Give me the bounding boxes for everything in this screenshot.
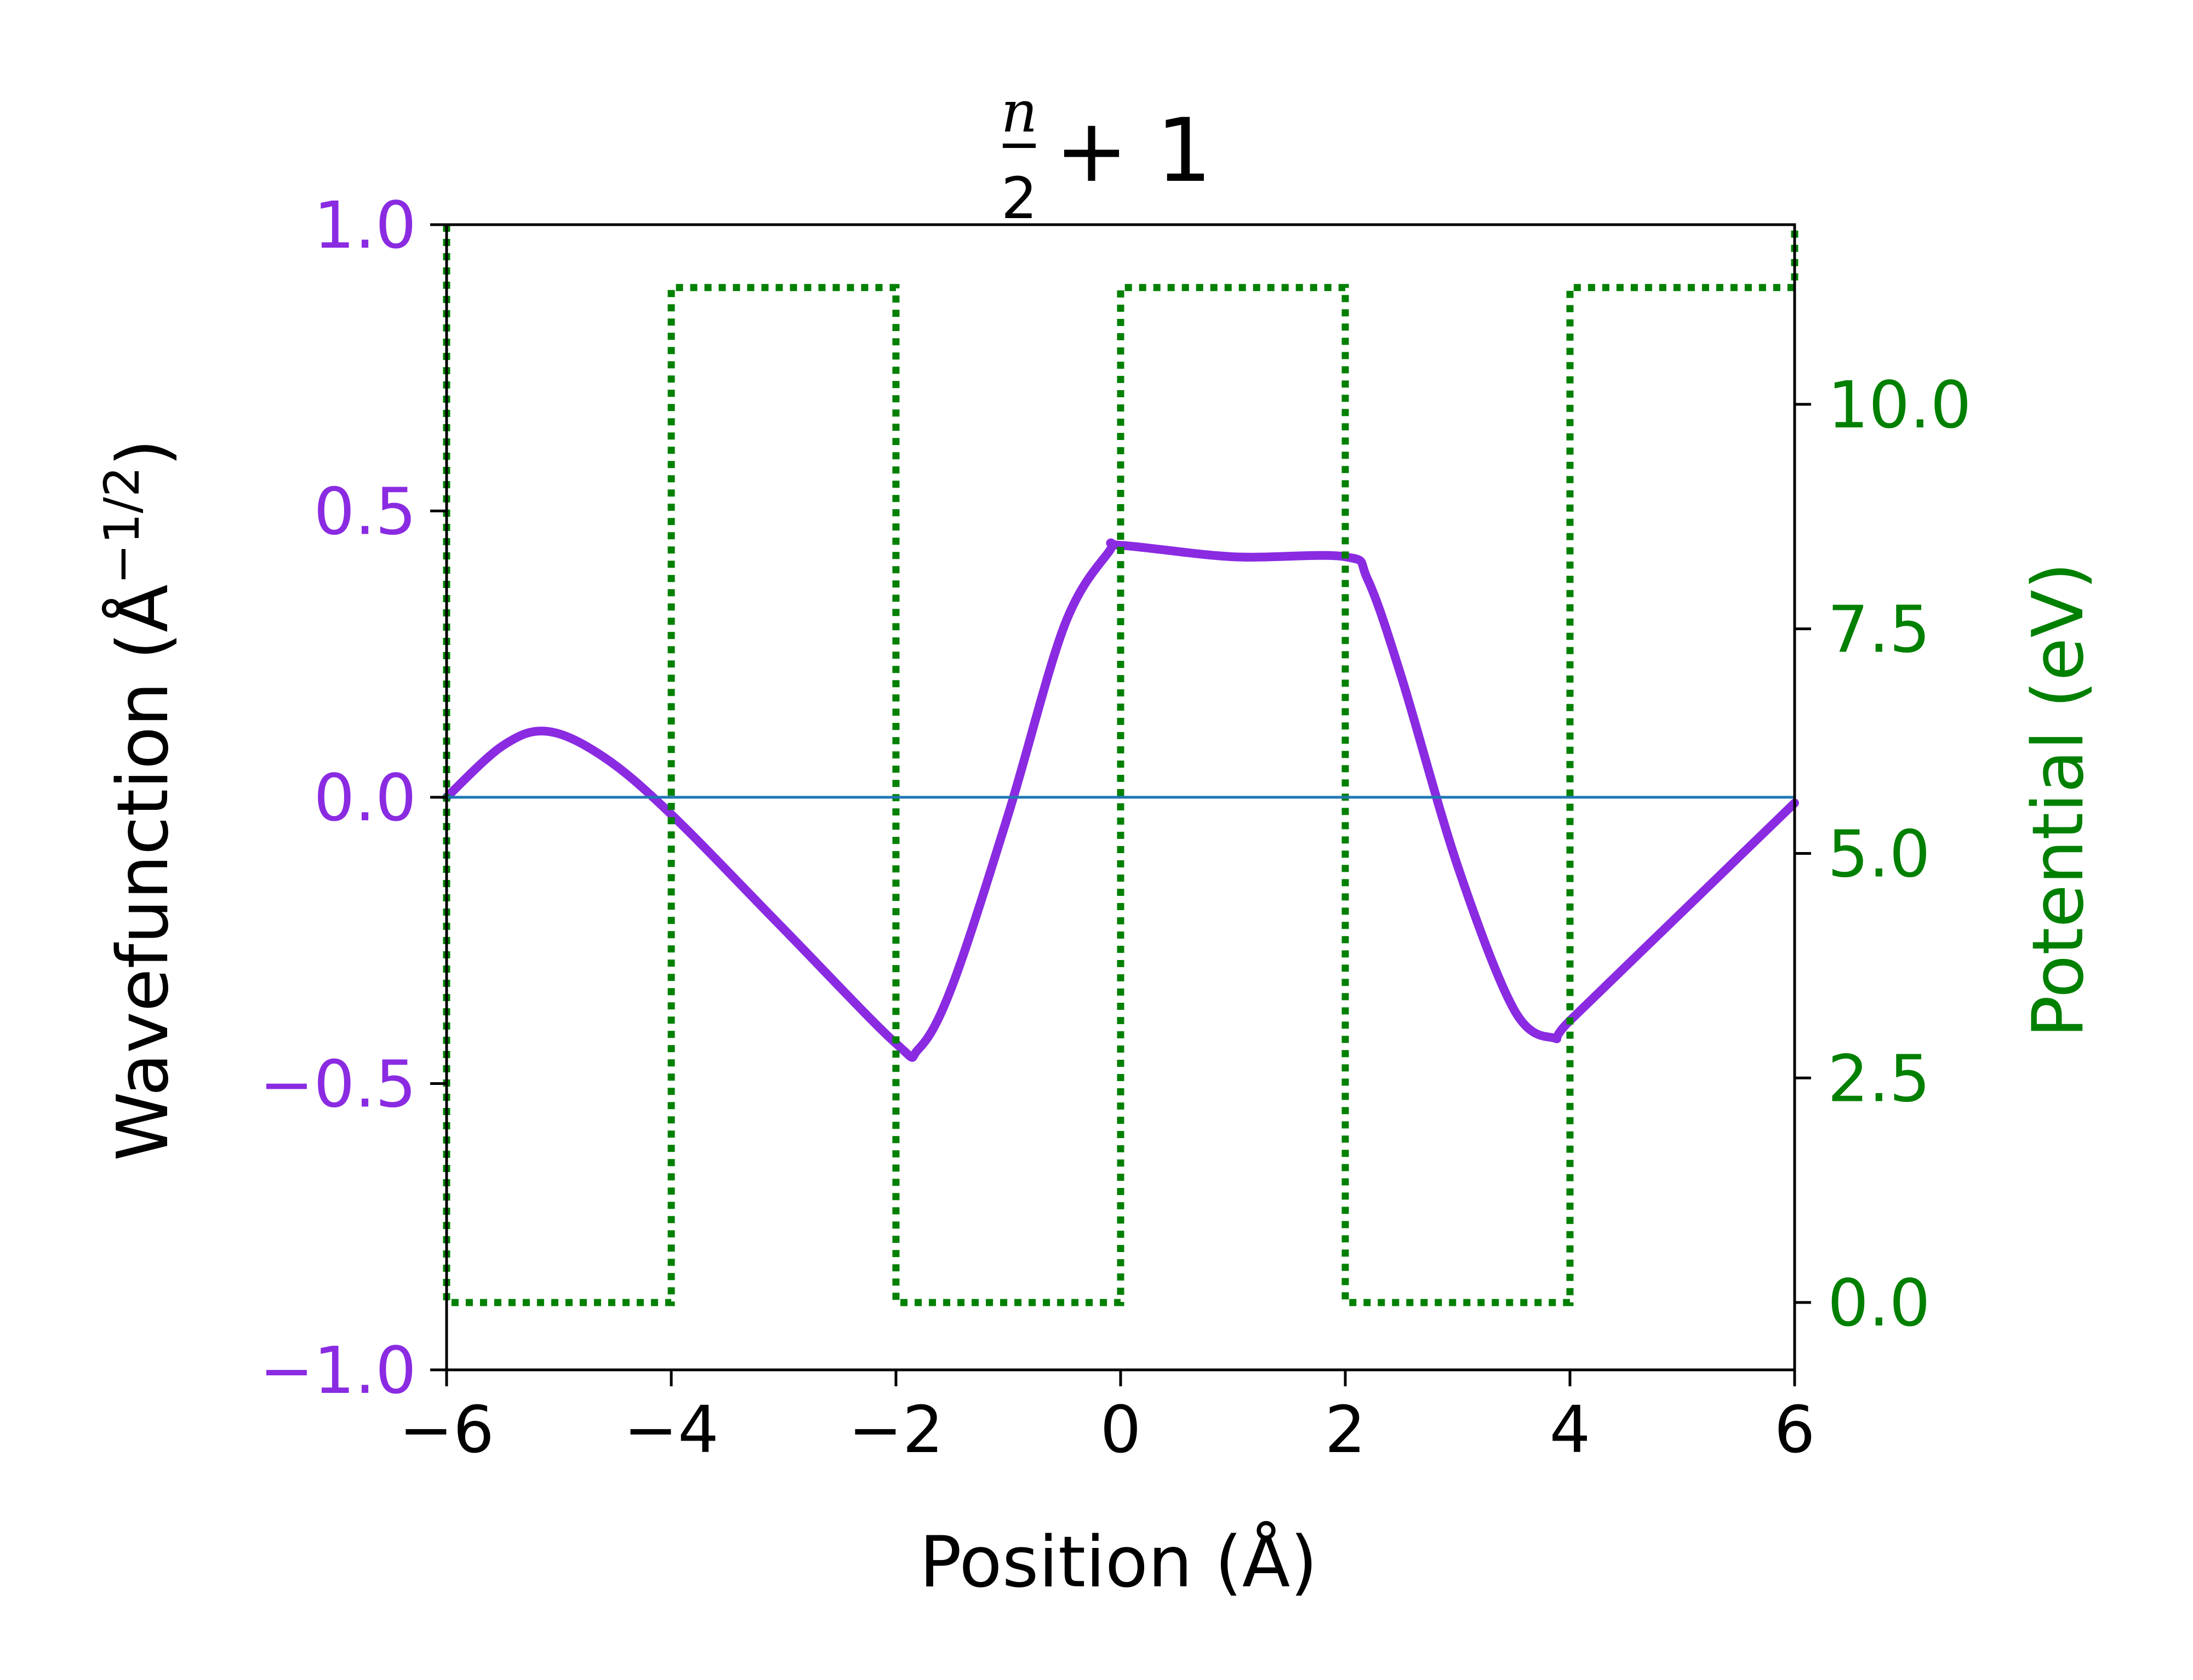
x-axis-label: Position (Å) bbox=[920, 1521, 1318, 1603]
left-y-axis-label: Wavefunction (Å−1/2) bbox=[94, 439, 184, 1161]
left-y-axis-label-close: ) bbox=[102, 439, 184, 466]
potential-line bbox=[443, 225, 1798, 1306]
right-y-tick-label: 7.5 bbox=[1828, 592, 1931, 667]
left-y-tick-label: −0.5 bbox=[259, 1047, 416, 1122]
x-tick-label: 4 bbox=[1549, 1392, 1590, 1467]
title-numerator: n bbox=[1001, 78, 1038, 145]
right-y-axis-label: Potential (eV) bbox=[2018, 562, 2099, 1038]
x-tick-label: −2 bbox=[848, 1392, 944, 1467]
right-y-tick-label: 0.0 bbox=[1828, 1265, 1931, 1341]
title-suffix: + 1 bbox=[1055, 99, 1212, 202]
x-tick-label: 0 bbox=[1100, 1392, 1141, 1467]
left-y-axis-label-text: Wavefunction (Å bbox=[102, 584, 184, 1161]
plot-area bbox=[442, 223, 1799, 1372]
right-y-tick-label: 2.5 bbox=[1828, 1041, 1931, 1116]
left-y-tick-label: 0.5 bbox=[313, 474, 416, 550]
left-y-tick-label: 0.0 bbox=[313, 760, 416, 836]
left-y-axis: −1.0 −0.5 0.0 0.5 1.0 bbox=[259, 187, 447, 1408]
left-y-tick-label: −1.0 bbox=[259, 1333, 416, 1408]
left-y-tick-label: 1.0 bbox=[313, 187, 416, 263]
title-denominator: 2 bbox=[1001, 165, 1037, 232]
wavefunction-line bbox=[442, 538, 1799, 1062]
x-tick-label: 6 bbox=[1774, 1392, 1815, 1467]
x-tick-label: −4 bbox=[624, 1392, 719, 1467]
left-y-axis-label-exponent: −1/2 bbox=[94, 466, 150, 584]
x-axis: −6 −4 −2 0 2 4 6 bbox=[399, 1370, 1815, 1467]
series-layer bbox=[442, 225, 1799, 1306]
right-y-axis: 0.0 2.5 5.0 7.5 10.0 bbox=[1795, 367, 1972, 1341]
x-tick-label: −6 bbox=[399, 1392, 494, 1467]
chart-title: n 2 + 1 bbox=[1001, 78, 1212, 232]
right-y-tick-label: 10.0 bbox=[1828, 367, 1972, 443]
right-y-tick-label: 5.0 bbox=[1828, 816, 1931, 892]
x-tick-label: 2 bbox=[1324, 1392, 1366, 1467]
